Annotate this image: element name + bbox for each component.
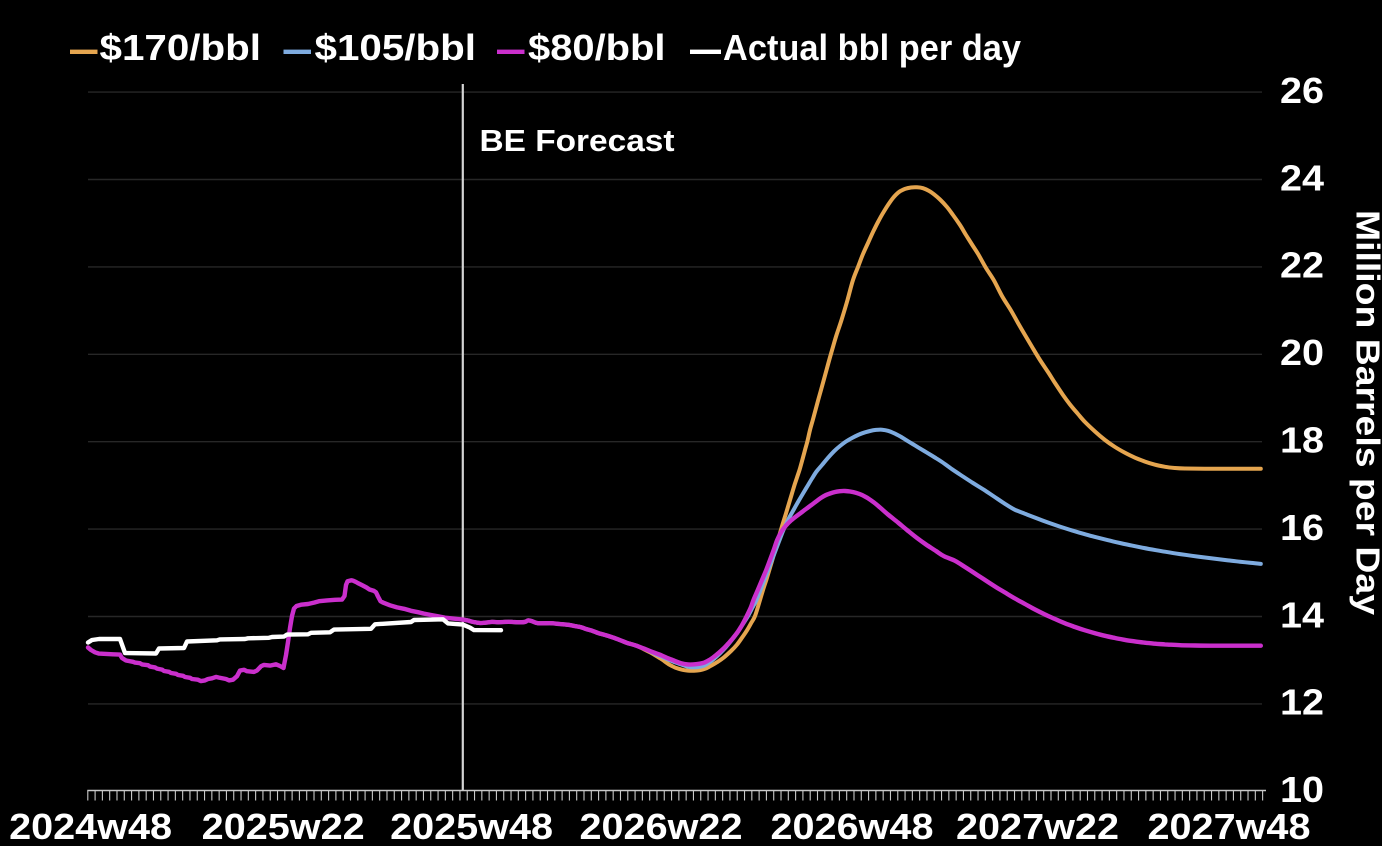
svg-text:18: 18 bbox=[1280, 420, 1324, 461]
svg-text:2027w48: 2027w48 bbox=[1148, 806, 1311, 846]
svg-text:BE Forecast: BE Forecast bbox=[480, 123, 675, 158]
svg-text:2025w48: 2025w48 bbox=[390, 806, 553, 846]
svg-text:16: 16 bbox=[1280, 507, 1324, 548]
svg-text:12: 12 bbox=[1280, 682, 1324, 723]
svg-text:Actual bbl per day: Actual bbl per day bbox=[723, 27, 1021, 68]
svg-text:22: 22 bbox=[1280, 245, 1324, 286]
svg-text:20: 20 bbox=[1280, 332, 1324, 373]
svg-text:10: 10 bbox=[1280, 769, 1324, 810]
svg-text:26: 26 bbox=[1280, 70, 1324, 111]
svg-text:2024w48: 2024w48 bbox=[9, 806, 172, 846]
svg-text:$170/bbl: $170/bbl bbox=[100, 27, 262, 68]
svg-text:2026w22: 2026w22 bbox=[580, 806, 743, 846]
svg-text:2026w48: 2026w48 bbox=[771, 806, 934, 846]
svg-text:24: 24 bbox=[1280, 157, 1324, 198]
svg-text:2025w22: 2025w22 bbox=[202, 806, 365, 846]
svg-text:$105/bbl: $105/bbl bbox=[315, 27, 477, 68]
svg-text:$80/bbl: $80/bbl bbox=[528, 27, 666, 68]
svg-text:14: 14 bbox=[1280, 594, 1324, 635]
svg-text:2027w22: 2027w22 bbox=[956, 806, 1119, 846]
svg-text:Million Barrels per Day: Million Barrels per Day bbox=[1350, 210, 1382, 616]
